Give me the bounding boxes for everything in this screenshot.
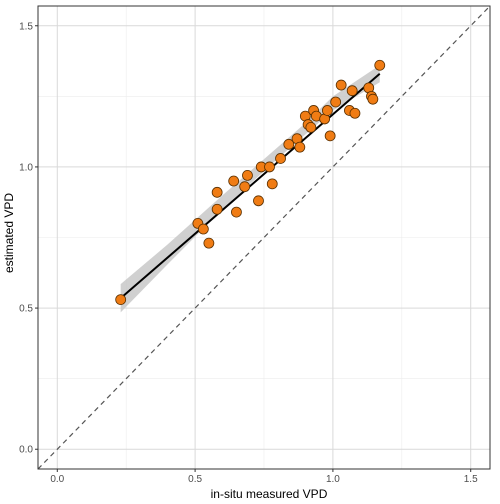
data-point — [321, 105, 333, 116]
panel-border — [37, 5, 491, 470]
data-point — [203, 237, 215, 249]
data-point — [374, 59, 386, 71]
x-tick-label: 1.5 — [464, 474, 478, 485]
y-tick-label: 0.5 — [19, 304, 33, 315]
x-axis-title: in-situ measured VPD — [211, 487, 328, 501]
data-point — [228, 175, 240, 187]
data-point — [324, 130, 336, 142]
data-point — [294, 141, 306, 153]
data-point — [197, 223, 209, 235]
data-points — [115, 59, 386, 306]
data-point — [283, 138, 295, 150]
y-tick-label: 0.0 — [19, 445, 33, 456]
data-point — [239, 181, 251, 193]
x-tick-label: 1.0 — [326, 474, 340, 485]
data-point — [335, 79, 347, 91]
data-point — [330, 96, 342, 108]
data-point — [115, 294, 127, 306]
x-axis-ticks: 0.0 0.5 1.0 1.5 — [50, 469, 478, 485]
regression-line — [120, 73, 381, 299]
data-point — [367, 93, 379, 105]
data-point — [264, 161, 275, 173]
y-tick-label: 1.0 — [19, 162, 33, 173]
data-point — [211, 186, 223, 198]
x-tick-label: 0.5 — [188, 474, 202, 485]
data-point — [242, 169, 253, 181]
data-point — [305, 121, 317, 133]
data-point — [253, 195, 264, 207]
data-point — [211, 203, 223, 215]
data-point — [349, 107, 361, 119]
y-axis-ticks: 0.0 0.5 1.0 1.5 — [19, 21, 38, 456]
data-point — [275, 153, 286, 164]
x-tick-label: 0.0 — [50, 474, 64, 485]
data-point — [346, 85, 358, 97]
reference-lines — [37, 5, 491, 470]
y-axis-title: estimated VPD — [2, 193, 16, 273]
y-tick-label: 1.5 — [19, 21, 33, 32]
data-point — [266, 178, 278, 190]
data-point — [231, 206, 242, 218]
